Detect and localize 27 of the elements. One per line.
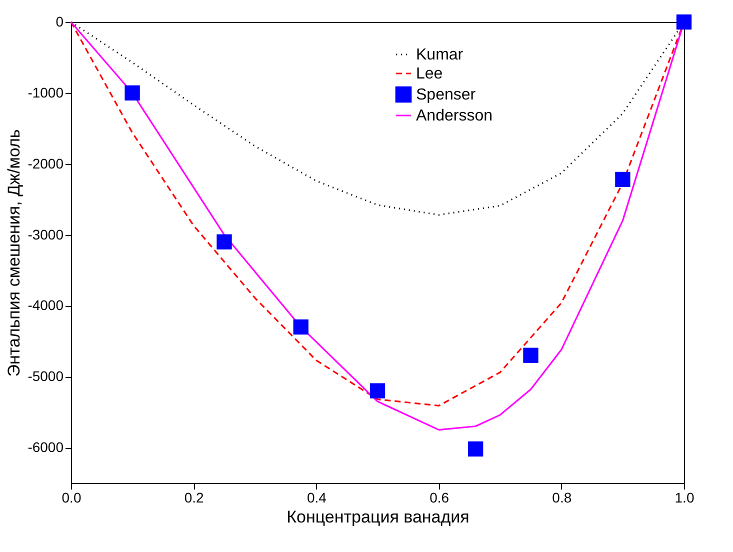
y-tick-label: -3000 — [28, 226, 64, 242]
point — [676, 14, 692, 30]
point — [468, 441, 484, 457]
point — [216, 234, 232, 250]
legend-label: Spenser — [416, 86, 476, 104]
x-tick-label: 1.0 — [674, 490, 694, 506]
x-tick-label: 0.6 — [430, 490, 450, 506]
point — [615, 172, 630, 188]
legend-label: Andersson — [416, 108, 492, 124]
y-tick-label: -6000 — [28, 439, 64, 456]
point — [370, 383, 386, 398]
point — [523, 348, 538, 363]
y-tick-label: -4000 — [28, 297, 64, 314]
y-tick-label: -5000 — [28, 368, 64, 384]
x-tick-label: 0.2 — [184, 490, 204, 506]
y-tick-label: 0 — [56, 14, 64, 30]
y-tick-label: -1000 — [28, 84, 64, 100]
point — [293, 319, 308, 335]
x-tick-label: 0.0 — [62, 490, 82, 506]
legend-label: Kumar — [416, 46, 464, 64]
x-tick-label: 0.8 — [552, 490, 572, 506]
x-tick-label: 0.4 — [306, 490, 327, 506]
y-axis-title: Энтальпия смешения, Дж/моль — [4, 129, 24, 377]
x-axis-title: Концентрация ванадия — [286, 508, 470, 526]
y-tick-label: -2000 — [28, 155, 64, 172]
legend-label: Lee — [416, 66, 443, 82]
point — [124, 85, 140, 101]
